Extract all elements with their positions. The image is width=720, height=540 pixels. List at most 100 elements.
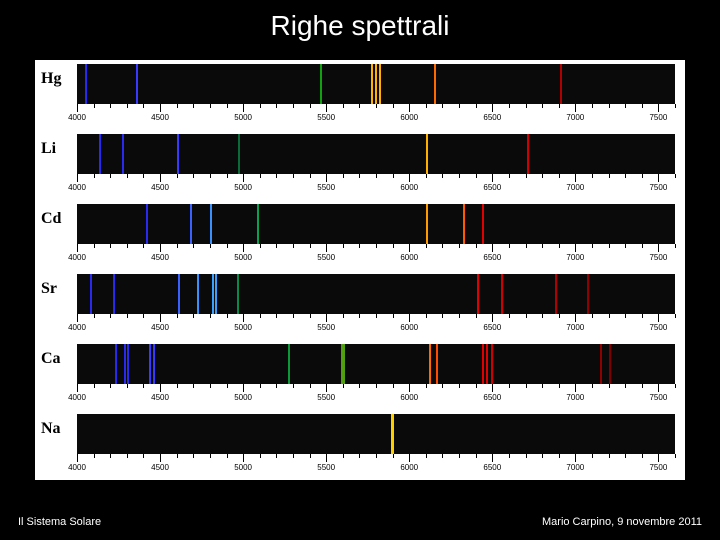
axis-tick-minor — [177, 104, 178, 108]
axis-tick-minor — [343, 454, 344, 458]
spectral-line — [501, 274, 503, 314]
axis-tick-minor — [542, 104, 543, 108]
axis-tick-minor — [675, 104, 676, 108]
axis-tick-minor — [177, 454, 178, 458]
axis-tick-major — [77, 174, 78, 182]
axis-tick-minor — [110, 244, 111, 248]
axis-tick-minor — [210, 104, 211, 108]
spectral-line — [609, 344, 611, 384]
axis-tick-major — [409, 384, 410, 392]
axis-tick-minor — [459, 104, 460, 108]
wavelength-axis: 40004500500055006000650070007500 — [77, 174, 675, 196]
axis-tick-major — [326, 244, 327, 252]
axis-tick-minor — [94, 104, 95, 108]
axis-tick-major — [658, 104, 659, 112]
spectral-line — [560, 64, 562, 104]
axis-tick-minor — [210, 244, 211, 248]
axis-tick-minor — [442, 384, 443, 388]
axis-label: 7000 — [566, 463, 584, 472]
axis-tick-minor — [359, 454, 360, 458]
axis-tick-minor — [442, 454, 443, 458]
spectrum-strip — [77, 64, 675, 104]
spectral-line — [392, 414, 394, 454]
axis-tick-minor — [193, 244, 194, 248]
axis-tick-minor — [592, 104, 593, 108]
axis-tick-major — [326, 314, 327, 322]
spectrum-strip — [77, 134, 675, 174]
axis-tick-minor — [276, 104, 277, 108]
axis-tick-major — [77, 244, 78, 252]
axis-tick-minor — [276, 174, 277, 178]
axis-tick-minor — [143, 104, 144, 108]
axis-tick-minor — [376, 104, 377, 108]
axis-label: 6000 — [400, 393, 418, 402]
axis-tick-minor — [459, 384, 460, 388]
axis-tick-minor — [592, 174, 593, 178]
spectral-line — [149, 344, 151, 384]
axis-tick-minor — [293, 454, 294, 458]
axis-tick-major — [492, 384, 493, 392]
slide: Righe spettrali Hg4000450050005500600065… — [0, 0, 720, 540]
axis-tick-minor — [343, 384, 344, 388]
axis-tick-minor — [310, 104, 311, 108]
axis-tick-minor — [592, 244, 593, 248]
axis-tick-minor — [110, 314, 111, 318]
footer-right: Mario Carpino, 9 novembre 2011 — [542, 516, 702, 528]
axis-tick-minor — [393, 314, 394, 318]
axis-label: 7000 — [566, 183, 584, 192]
axis-tick-major — [658, 174, 659, 182]
axis-tick-minor — [542, 244, 543, 248]
axis-label: 5000 — [234, 253, 252, 262]
spectral-line — [426, 204, 428, 244]
axis-tick-minor — [210, 454, 211, 458]
axis-tick-minor — [94, 454, 95, 458]
axis-tick-minor — [260, 104, 261, 108]
axis-tick-minor — [127, 244, 128, 248]
axis-label: 6500 — [483, 183, 501, 192]
axis-tick-minor — [193, 454, 194, 458]
axis-label: 5000 — [234, 323, 252, 332]
spectral-line — [146, 204, 148, 244]
wavelength-axis: 40004500500055006000650070007500 — [77, 454, 675, 476]
axis-label: 4000 — [68, 113, 86, 122]
axis-tick-major — [658, 454, 659, 462]
axis-tick-minor — [542, 384, 543, 388]
axis-label: 6000 — [400, 113, 418, 122]
spectrum-strip — [77, 204, 675, 244]
axis-label: 4500 — [151, 183, 169, 192]
spectra-figure: Hg40004500500055006000650070007500Li4000… — [35, 60, 685, 480]
axis-tick-minor — [193, 314, 194, 318]
axis-tick-major — [243, 104, 244, 112]
axis-label: 4500 — [151, 113, 169, 122]
axis-tick-minor — [442, 244, 443, 248]
axis-label: 5500 — [317, 113, 335, 122]
axis-tick-minor — [642, 384, 643, 388]
axis-tick-minor — [509, 384, 510, 388]
spectral-line — [491, 344, 493, 384]
axis-tick-minor — [260, 174, 261, 178]
axis-tick-minor — [376, 454, 377, 458]
axis-tick-minor — [359, 104, 360, 108]
axis-tick-major — [575, 104, 576, 112]
axis-tick-minor — [625, 384, 626, 388]
spectral-line — [113, 274, 115, 314]
axis-tick-minor — [609, 244, 610, 248]
spectral-line — [90, 274, 92, 314]
axis-label: 4500 — [151, 253, 169, 262]
axis-tick-minor — [310, 244, 311, 248]
axis-tick-minor — [110, 174, 111, 178]
axis-tick-minor — [359, 174, 360, 178]
spectral-line — [99, 134, 101, 174]
axis-label: 7000 — [566, 393, 584, 402]
axis-tick-minor — [559, 244, 560, 248]
axis-tick-minor — [426, 244, 427, 248]
axis-tick-minor — [526, 244, 527, 248]
axis-tick-minor — [592, 314, 593, 318]
axis-label: 4500 — [151, 393, 169, 402]
axis-tick-minor — [227, 104, 228, 108]
axis-tick-minor — [310, 454, 311, 458]
axis-tick-minor — [459, 244, 460, 248]
axis-label: 5000 — [234, 183, 252, 192]
axis-tick-minor — [559, 104, 560, 108]
axis-tick-minor — [592, 454, 593, 458]
